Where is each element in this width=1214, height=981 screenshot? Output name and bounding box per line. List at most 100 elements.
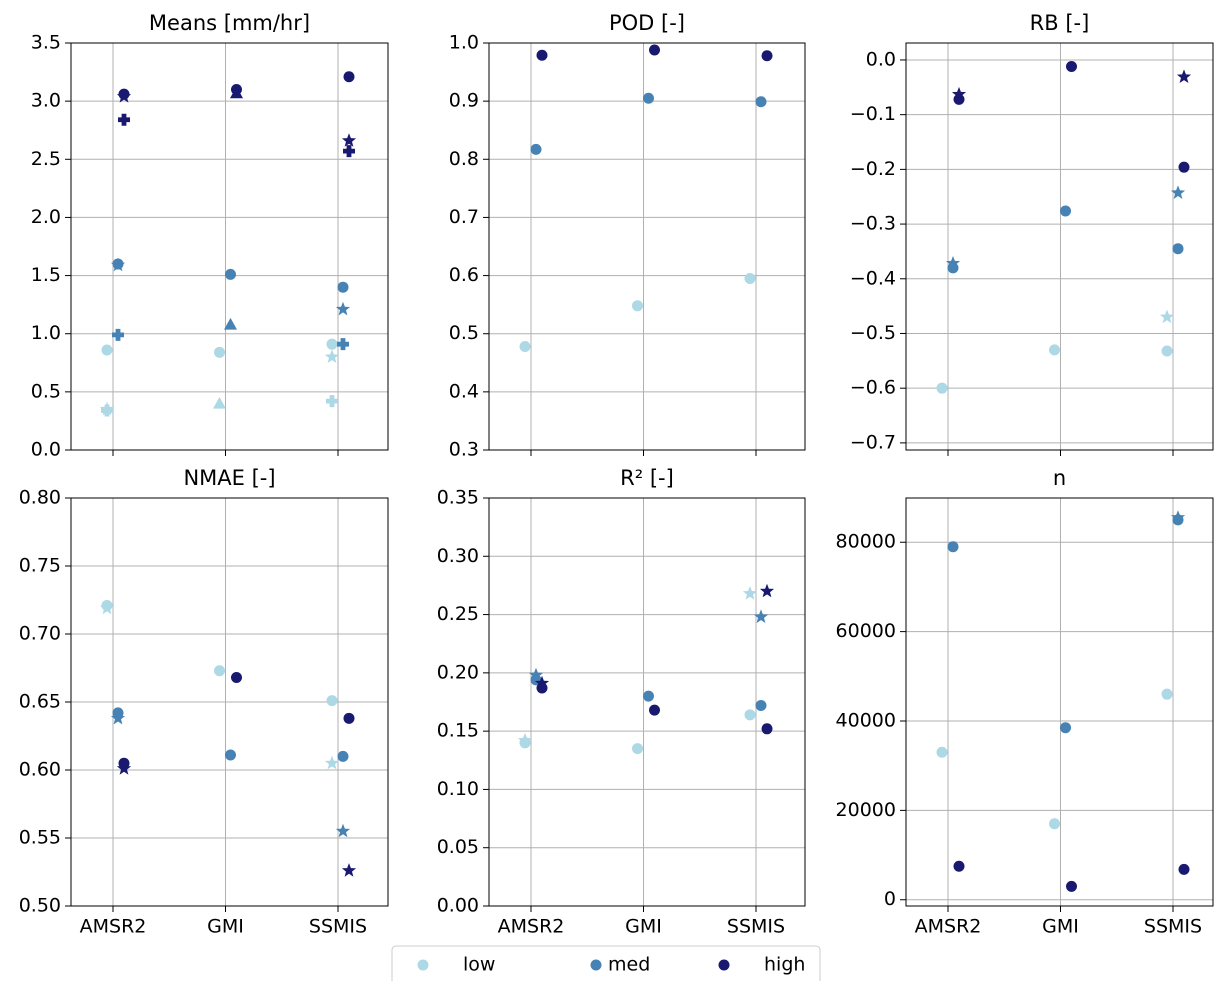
y-tick-label: 0.9 — [449, 90, 479, 112]
plus-point — [112, 328, 124, 341]
x-tick-label: GMI — [1042, 916, 1079, 938]
point — [214, 346, 225, 358]
point — [761, 50, 773, 62]
star-point — [753, 609, 769, 623]
point — [936, 746, 948, 758]
y-tick-label: 0.70 — [19, 623, 61, 645]
point — [326, 695, 338, 707]
y-tick-label: −0.2 — [850, 158, 896, 180]
y-tick-label: 0.10 — [437, 778, 479, 800]
plus-point — [118, 113, 130, 126]
point — [536, 49, 548, 61]
star-point — [1176, 69, 1192, 83]
star-point — [341, 133, 357, 147]
y-tick-label: −0.5 — [850, 322, 896, 344]
star-point — [945, 256, 961, 270]
axes-frame — [70, 497, 389, 907]
point — [337, 750, 349, 762]
point — [761, 723, 773, 735]
point — [225, 268, 236, 280]
y-tick-label: 0.0 — [31, 439, 61, 461]
point — [1060, 722, 1071, 734]
axes-frame — [905, 42, 1214, 451]
point — [1049, 818, 1060, 830]
y-tick-label: 0.25 — [437, 603, 479, 625]
legend-label: low — [463, 954, 495, 976]
y-tick-label: 0.30 — [437, 545, 479, 567]
point — [1178, 161, 1190, 173]
point — [947, 541, 959, 553]
star-point — [110, 257, 126, 272]
point — [953, 860, 965, 872]
y-tick-label: −0.4 — [850, 267, 896, 289]
y-tick-label: 0.50 — [19, 895, 61, 917]
y-tick-label: 0.35 — [437, 487, 479, 509]
star-point — [116, 761, 132, 775]
y-tick-label: 1.0 — [449, 32, 479, 54]
x-tick-label: GMI — [207, 916, 244, 938]
point — [326, 338, 338, 350]
y-tick-label: 0.00 — [437, 895, 479, 917]
star-point — [116, 89, 132, 103]
panel-title: POD [-] — [609, 11, 685, 35]
plus-point — [326, 395, 338, 408]
star-point — [528, 667, 544, 682]
panel-title: NMAE [-] — [183, 466, 275, 490]
point — [231, 672, 242, 684]
axes-frame — [488, 42, 806, 451]
y-tick-label: 1.5 — [31, 264, 61, 286]
point — [530, 143, 542, 155]
star-point — [534, 675, 550, 690]
star-point — [742, 586, 758, 600]
y-tick-label: −0.6 — [850, 377, 896, 399]
point — [649, 44, 660, 56]
y-tick-label: 0.20 — [437, 661, 479, 683]
y-tick-label: 60000 — [836, 620, 896, 642]
point — [1161, 345, 1173, 357]
triangle-point — [213, 396, 226, 409]
y-tick-label: 0.55 — [19, 827, 61, 849]
point — [1049, 344, 1060, 356]
y-tick-label: 20000 — [836, 799, 896, 821]
point — [632, 743, 643, 755]
point — [519, 341, 531, 353]
y-tick-label: 0.60 — [19, 759, 61, 781]
star-point — [1170, 510, 1186, 524]
star-point — [1170, 185, 1186, 199]
x-tick-label: GMI — [625, 916, 662, 938]
point — [1161, 688, 1173, 700]
point — [632, 300, 643, 312]
x-tick-label: AMSR2 — [80, 916, 147, 938]
y-tick-label: 2.0 — [31, 206, 61, 228]
y-tick-label: 0.05 — [437, 836, 479, 858]
y-tick-label: 2.5 — [31, 148, 61, 170]
y-tick-label: −0.7 — [850, 431, 896, 453]
point — [744, 709, 756, 721]
panel-title: R² [-] — [620, 466, 674, 490]
y-tick-label: 0.80 — [19, 487, 61, 509]
plus-point — [101, 404, 113, 417]
legend-marker — [417, 959, 429, 971]
axes-frame — [905, 497, 1214, 907]
point — [337, 281, 349, 293]
y-tick-label: 0.6 — [449, 264, 479, 286]
point — [214, 665, 225, 677]
star-point — [1159, 309, 1175, 324]
star-point — [341, 863, 357, 877]
point — [225, 749, 236, 761]
y-tick-label: 0 — [884, 888, 896, 910]
axes-frame — [70, 42, 389, 451]
y-tick-label: 0.65 — [19, 691, 61, 713]
point — [1060, 205, 1071, 217]
y-tick-label: 0.8 — [449, 148, 479, 170]
axes-frame — [488, 497, 806, 907]
y-tick-label: 40000 — [836, 709, 896, 731]
point — [755, 699, 767, 711]
y-tick-label: 80000 — [836, 531, 896, 553]
star-point — [951, 86, 967, 101]
panel-title: RB [-] — [1030, 11, 1090, 35]
x-tick-label: SSMIS — [727, 916, 785, 938]
point — [343, 712, 355, 724]
y-tick-label: −0.1 — [850, 103, 896, 125]
